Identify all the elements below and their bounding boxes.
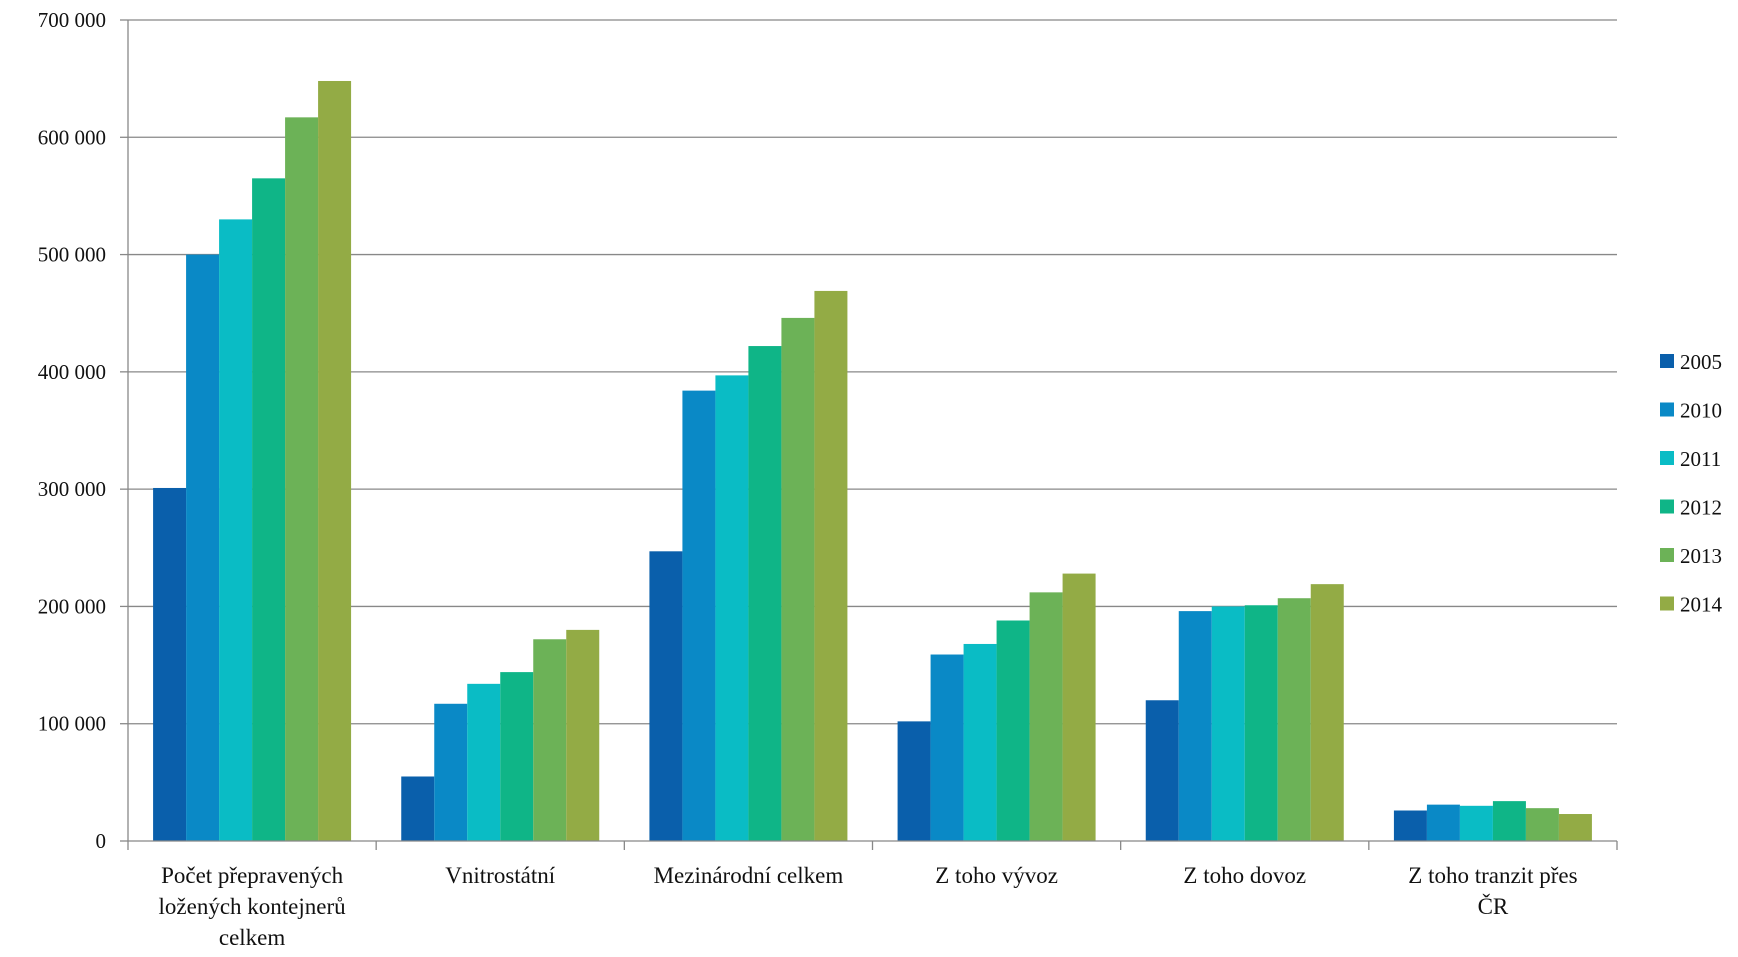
bar-2013-cat-0 [285,117,319,841]
bar-2012-cat-0 [252,178,286,842]
bar-2013-cat-4 [1277,598,1311,841]
bars [153,80,1592,842]
grid-lines [128,19,1617,725]
bar-2013-cat-3 [1029,592,1063,841]
x-tick-label: Mezinárodní celkem [654,863,844,888]
bar-2010-cat-1 [434,703,468,841]
legend-label: 2010 [1680,399,1722,423]
bar-2005-cat-2 [649,551,683,841]
bar-2011-cat-2 [715,375,749,841]
x-tick-label-line: Z toho vývoz [935,863,1058,888]
y-tick-label: 300 000 [38,477,106,501]
y-tick-label: 700 000 [38,8,106,32]
x-tick-label-line: ložených kontejnerů [159,894,347,919]
x-tick-label: Z toho dovoz [1183,863,1306,888]
bar-2011-cat-3 [963,643,997,841]
x-tick-label-line: Počet přepravených [161,863,344,888]
bar-2014-cat-3 [1062,573,1096,841]
legend-label: 2013 [1680,544,1722,568]
bar-2010-cat-5 [1426,804,1460,841]
legend-label: 2011 [1680,447,1721,471]
x-tick-label: Z toho vývoz [935,863,1058,888]
x-tick-label-line: Z toho tranzit přes [1408,863,1577,888]
bar-2011-cat-1 [467,683,501,841]
bar-2013-cat-1 [533,639,567,841]
legend-swatch [1660,354,1674,368]
legend-label: 2012 [1680,496,1722,520]
bar-2014-cat-4 [1310,584,1344,841]
bar-2010-cat-2 [682,390,716,841]
x-tick-label: Počet přepravených ložených kontejnerů cel… [159,863,347,950]
y-tick-labels: 0 100 000 200 000 300 000 400 000 500 000 600 … [38,8,106,853]
y-tick-label: 100 000 [38,712,106,736]
bar-2010-cat-3 [930,654,964,841]
legend-swatch [1660,402,1674,417]
legend-swatch [1660,548,1674,562]
legend-label: 2014 [1680,593,1723,617]
bar-2012-cat-3 [996,620,1030,841]
axes [120,19,1618,850]
y-tick-label: 0 [96,829,107,853]
bar-2010-cat-4 [1178,611,1212,841]
bar-2013-cat-2 [781,317,815,841]
bar-2013-cat-5 [1525,808,1559,841]
bar-2014-cat-2 [814,290,848,841]
bar-2005-cat-4 [1145,700,1179,841]
bar-2011-cat-4 [1211,606,1245,841]
x-tick-label: Z toho tranzit přes ČR [1408,863,1577,919]
bar-2014-cat-5 [1558,814,1592,841]
bar-2012-cat-2 [748,346,782,841]
legend-swatch [1660,499,1674,514]
legend-swatch [1660,451,1674,465]
legend-label: 2005 [1680,350,1722,374]
x-tick-label-line: celkem [219,925,286,950]
bar-2005-cat-5 [1393,810,1427,841]
y-tick-label: 200 000 [38,594,106,618]
y-tick-label: 500 000 [38,243,106,267]
bar-2011-cat-0 [219,219,253,841]
legend-swatch [1660,596,1674,611]
y-tick-label: 400 000 [38,360,106,384]
bar-2014-cat-0 [318,80,352,841]
bar-2011-cat-5 [1459,805,1493,841]
bar-2012-cat-4 [1244,605,1278,841]
bar-2005-cat-3 [897,721,931,841]
x-tick-label-line: ČR [1478,893,1509,919]
legend: 2005 2010 2011 2012 2013 2014 [1660,350,1723,617]
x-tick-label-line: Vnitrostátní [445,863,555,888]
x-tick-labels: Počet přepravených ložených kontejnerů cel… [159,863,1578,950]
bar-2005-cat-0 [153,487,187,841]
y-tick-label: 600 000 [38,125,106,149]
bar-2014-cat-1 [566,629,600,841]
x-tick-label: Vnitrostátní [445,863,555,888]
bar-2012-cat-5 [1492,801,1526,841]
bar-2010-cat-0 [186,254,220,842]
x-tick-label-line: Mezinárodní celkem [654,863,844,888]
x-tick-label-line: Z toho dovoz [1183,863,1306,888]
bar-2005-cat-1 [401,776,435,841]
bar-2012-cat-1 [500,672,534,841]
